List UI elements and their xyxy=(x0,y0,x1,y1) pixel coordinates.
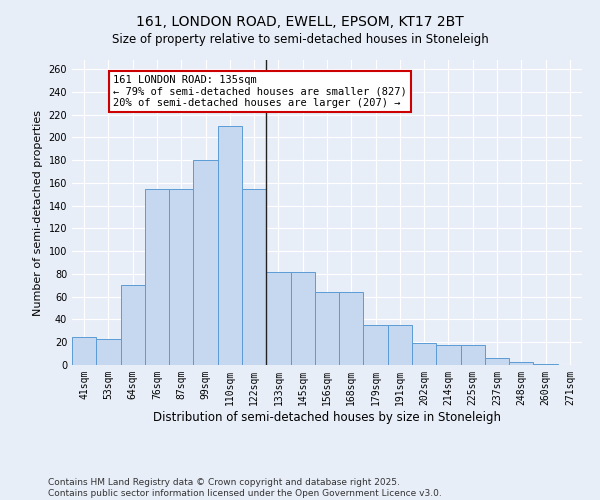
Text: Size of property relative to semi-detached houses in Stoneleigh: Size of property relative to semi-detach… xyxy=(112,32,488,46)
Bar xyxy=(533,364,558,365)
Bar xyxy=(72,336,96,365)
Bar xyxy=(485,358,509,365)
Bar xyxy=(242,188,266,365)
Bar xyxy=(218,126,242,365)
Bar xyxy=(315,292,339,365)
Bar xyxy=(364,325,388,365)
Bar xyxy=(461,344,485,365)
Bar xyxy=(290,272,315,365)
Bar xyxy=(121,286,145,365)
Text: Contains HM Land Registry data © Crown copyright and database right 2025.
Contai: Contains HM Land Registry data © Crown c… xyxy=(48,478,442,498)
Bar xyxy=(509,362,533,365)
Bar xyxy=(412,344,436,365)
Bar xyxy=(193,160,218,365)
Bar xyxy=(436,344,461,365)
Text: 161, LONDON ROAD, EWELL, EPSOM, KT17 2BT: 161, LONDON ROAD, EWELL, EPSOM, KT17 2BT xyxy=(136,15,464,29)
Text: 161 LONDON ROAD: 135sqm
← 79% of semi-detached houses are smaller (827)
20% of s: 161 LONDON ROAD: 135sqm ← 79% of semi-de… xyxy=(113,75,407,108)
Y-axis label: Number of semi-detached properties: Number of semi-detached properties xyxy=(33,110,43,316)
Bar xyxy=(388,325,412,365)
Bar xyxy=(96,339,121,365)
Bar xyxy=(266,272,290,365)
Bar xyxy=(339,292,364,365)
Bar xyxy=(145,188,169,365)
Bar xyxy=(169,188,193,365)
X-axis label: Distribution of semi-detached houses by size in Stoneleigh: Distribution of semi-detached houses by … xyxy=(153,410,501,424)
